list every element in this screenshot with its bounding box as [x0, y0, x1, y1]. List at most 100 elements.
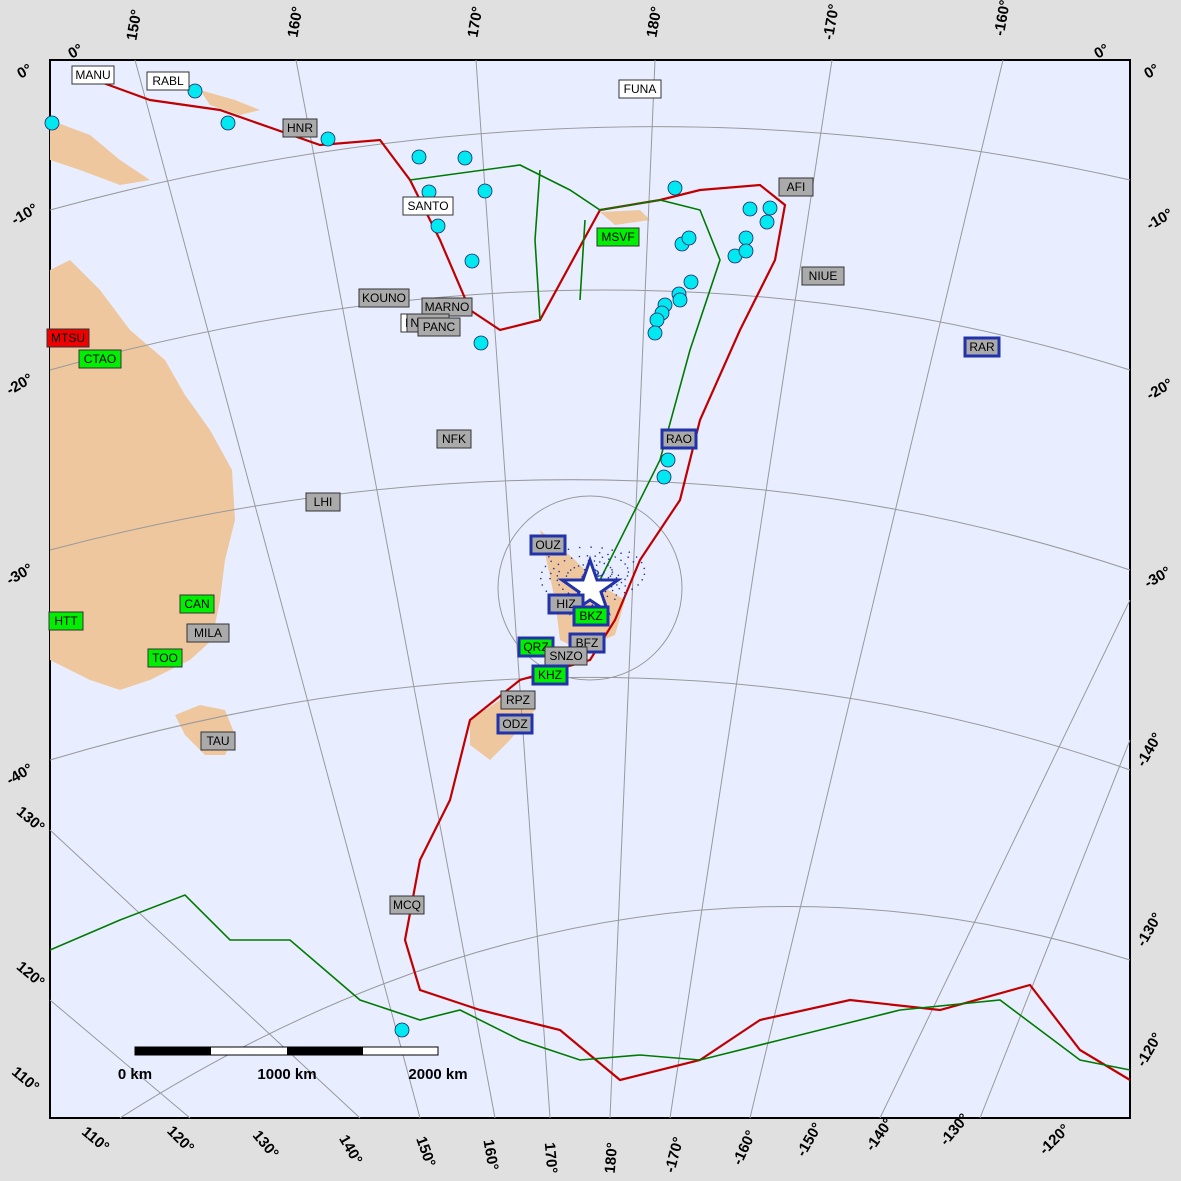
station-label: SNZO	[549, 649, 582, 663]
earthquake	[187, 83, 203, 99]
aftershock	[618, 587, 621, 590]
aftershock	[620, 581, 623, 584]
aftershock	[595, 564, 598, 567]
station-box	[572, 605, 610, 627]
axis-label: -30°	[1141, 563, 1173, 592]
axis-label: 130°	[249, 1127, 282, 1162]
aftershock	[541, 584, 544, 586]
axis-label: -120°	[1133, 1030, 1166, 1070]
scale-label: 2000 km	[408, 1066, 467, 1083]
aftershock	[582, 564, 585, 566]
station-box	[417, 317, 461, 337]
axis-label: -140°	[862, 1115, 897, 1154]
station-box	[436, 429, 472, 449]
earthquake	[320, 131, 336, 147]
station-label: NFK	[442, 432, 466, 446]
aftershock	[635, 556, 638, 558]
station-box	[358, 288, 410, 308]
station-label: NIUE	[809, 269, 838, 283]
earthquake	[477, 183, 493, 199]
plate-boundaries	[49, 78, 1131, 1082]
aftershock	[601, 547, 603, 549]
aftershock	[628, 551, 631, 553]
station-box	[146, 71, 190, 91]
epicenter-star	[557, 555, 623, 616]
aftershock	[558, 570, 560, 573]
aftershock	[593, 560, 596, 562]
aftershock	[637, 584, 639, 586]
station-label: RAO	[666, 432, 692, 446]
aftershock	[627, 556, 629, 559]
station-box	[78, 349, 122, 369]
earthquake	[647, 325, 663, 341]
aftershock	[617, 574, 620, 577]
station-box	[618, 79, 662, 99]
station-box	[402, 196, 454, 216]
aftershock	[599, 575, 601, 577]
aftershock	[563, 560, 566, 562]
aftershock	[598, 561, 601, 563]
aftershock	[603, 571, 605, 573]
aftershock	[616, 584, 618, 586]
axis-label: -10°	[1143, 205, 1175, 234]
aftershock	[577, 565, 580, 567]
aftershock	[626, 567, 629, 569]
station-label: CAN	[184, 597, 209, 611]
aftershock	[567, 572, 569, 574]
axis-label: 110°	[8, 1063, 42, 1095]
station-box	[660, 428, 698, 450]
station-label: MSVF	[601, 230, 634, 244]
station-box	[531, 664, 569, 686]
earthquake	[411, 149, 427, 165]
earthquake	[667, 180, 683, 196]
station-box	[596, 227, 640, 247]
aftershock	[562, 588, 564, 591]
aftershock	[550, 560, 552, 563]
aftershock	[558, 584, 560, 586]
aftershock	[643, 573, 646, 576]
station-box	[282, 118, 318, 138]
axis-label: -150°	[793, 1120, 826, 1160]
aftershock	[607, 564, 609, 567]
station-box	[496, 713, 534, 735]
station-box	[200, 731, 236, 751]
aftershock	[614, 598, 616, 601]
aftershock	[620, 559, 622, 562]
earthquake	[759, 214, 775, 230]
axis-label: -20°	[1143, 375, 1175, 404]
stations: MANU RABL FUNA HNR AFI SANTO MSVF NIUE KOUNO MARN…	[46, 65, 1001, 915]
aftershock	[541, 571, 543, 574]
earthquake	[681, 230, 697, 246]
axis-label: 120°	[163, 1123, 197, 1157]
aftershock	[601, 573, 604, 576]
aftershock	[607, 553, 609, 556]
axis-label: -140°	[1133, 730, 1166, 770]
aftershock	[567, 548, 570, 551]
station-label: MCQ	[393, 898, 421, 912]
aftershock	[606, 595, 609, 598]
station-label: AFI	[787, 180, 806, 194]
earthquake	[762, 200, 778, 216]
aftershock	[609, 566, 612, 569]
aftershock	[598, 551, 601, 554]
aftershock	[600, 574, 603, 577]
aftershock	[590, 546, 592, 548]
axis-label: 0°	[1141, 61, 1162, 83]
aftershock	[624, 563, 626, 565]
aftershock	[569, 569, 572, 571]
station-box	[48, 611, 84, 631]
axis-label: 0°	[14, 61, 35, 83]
aftershock	[611, 569, 613, 571]
aftershock	[626, 575, 629, 577]
station-label: CTAO	[84, 352, 116, 366]
station-label: HNR	[287, 121, 313, 135]
axis-label: -170°	[820, 3, 843, 41]
axis-label: -10°	[8, 200, 40, 229]
earthquake	[457, 150, 473, 166]
station-label: MILA	[194, 626, 222, 640]
station-box	[801, 266, 845, 286]
station-box	[147, 648, 183, 668]
station-label: KHZ	[538, 668, 562, 682]
aftershock	[545, 590, 548, 593]
station-label: PANC	[423, 320, 456, 334]
